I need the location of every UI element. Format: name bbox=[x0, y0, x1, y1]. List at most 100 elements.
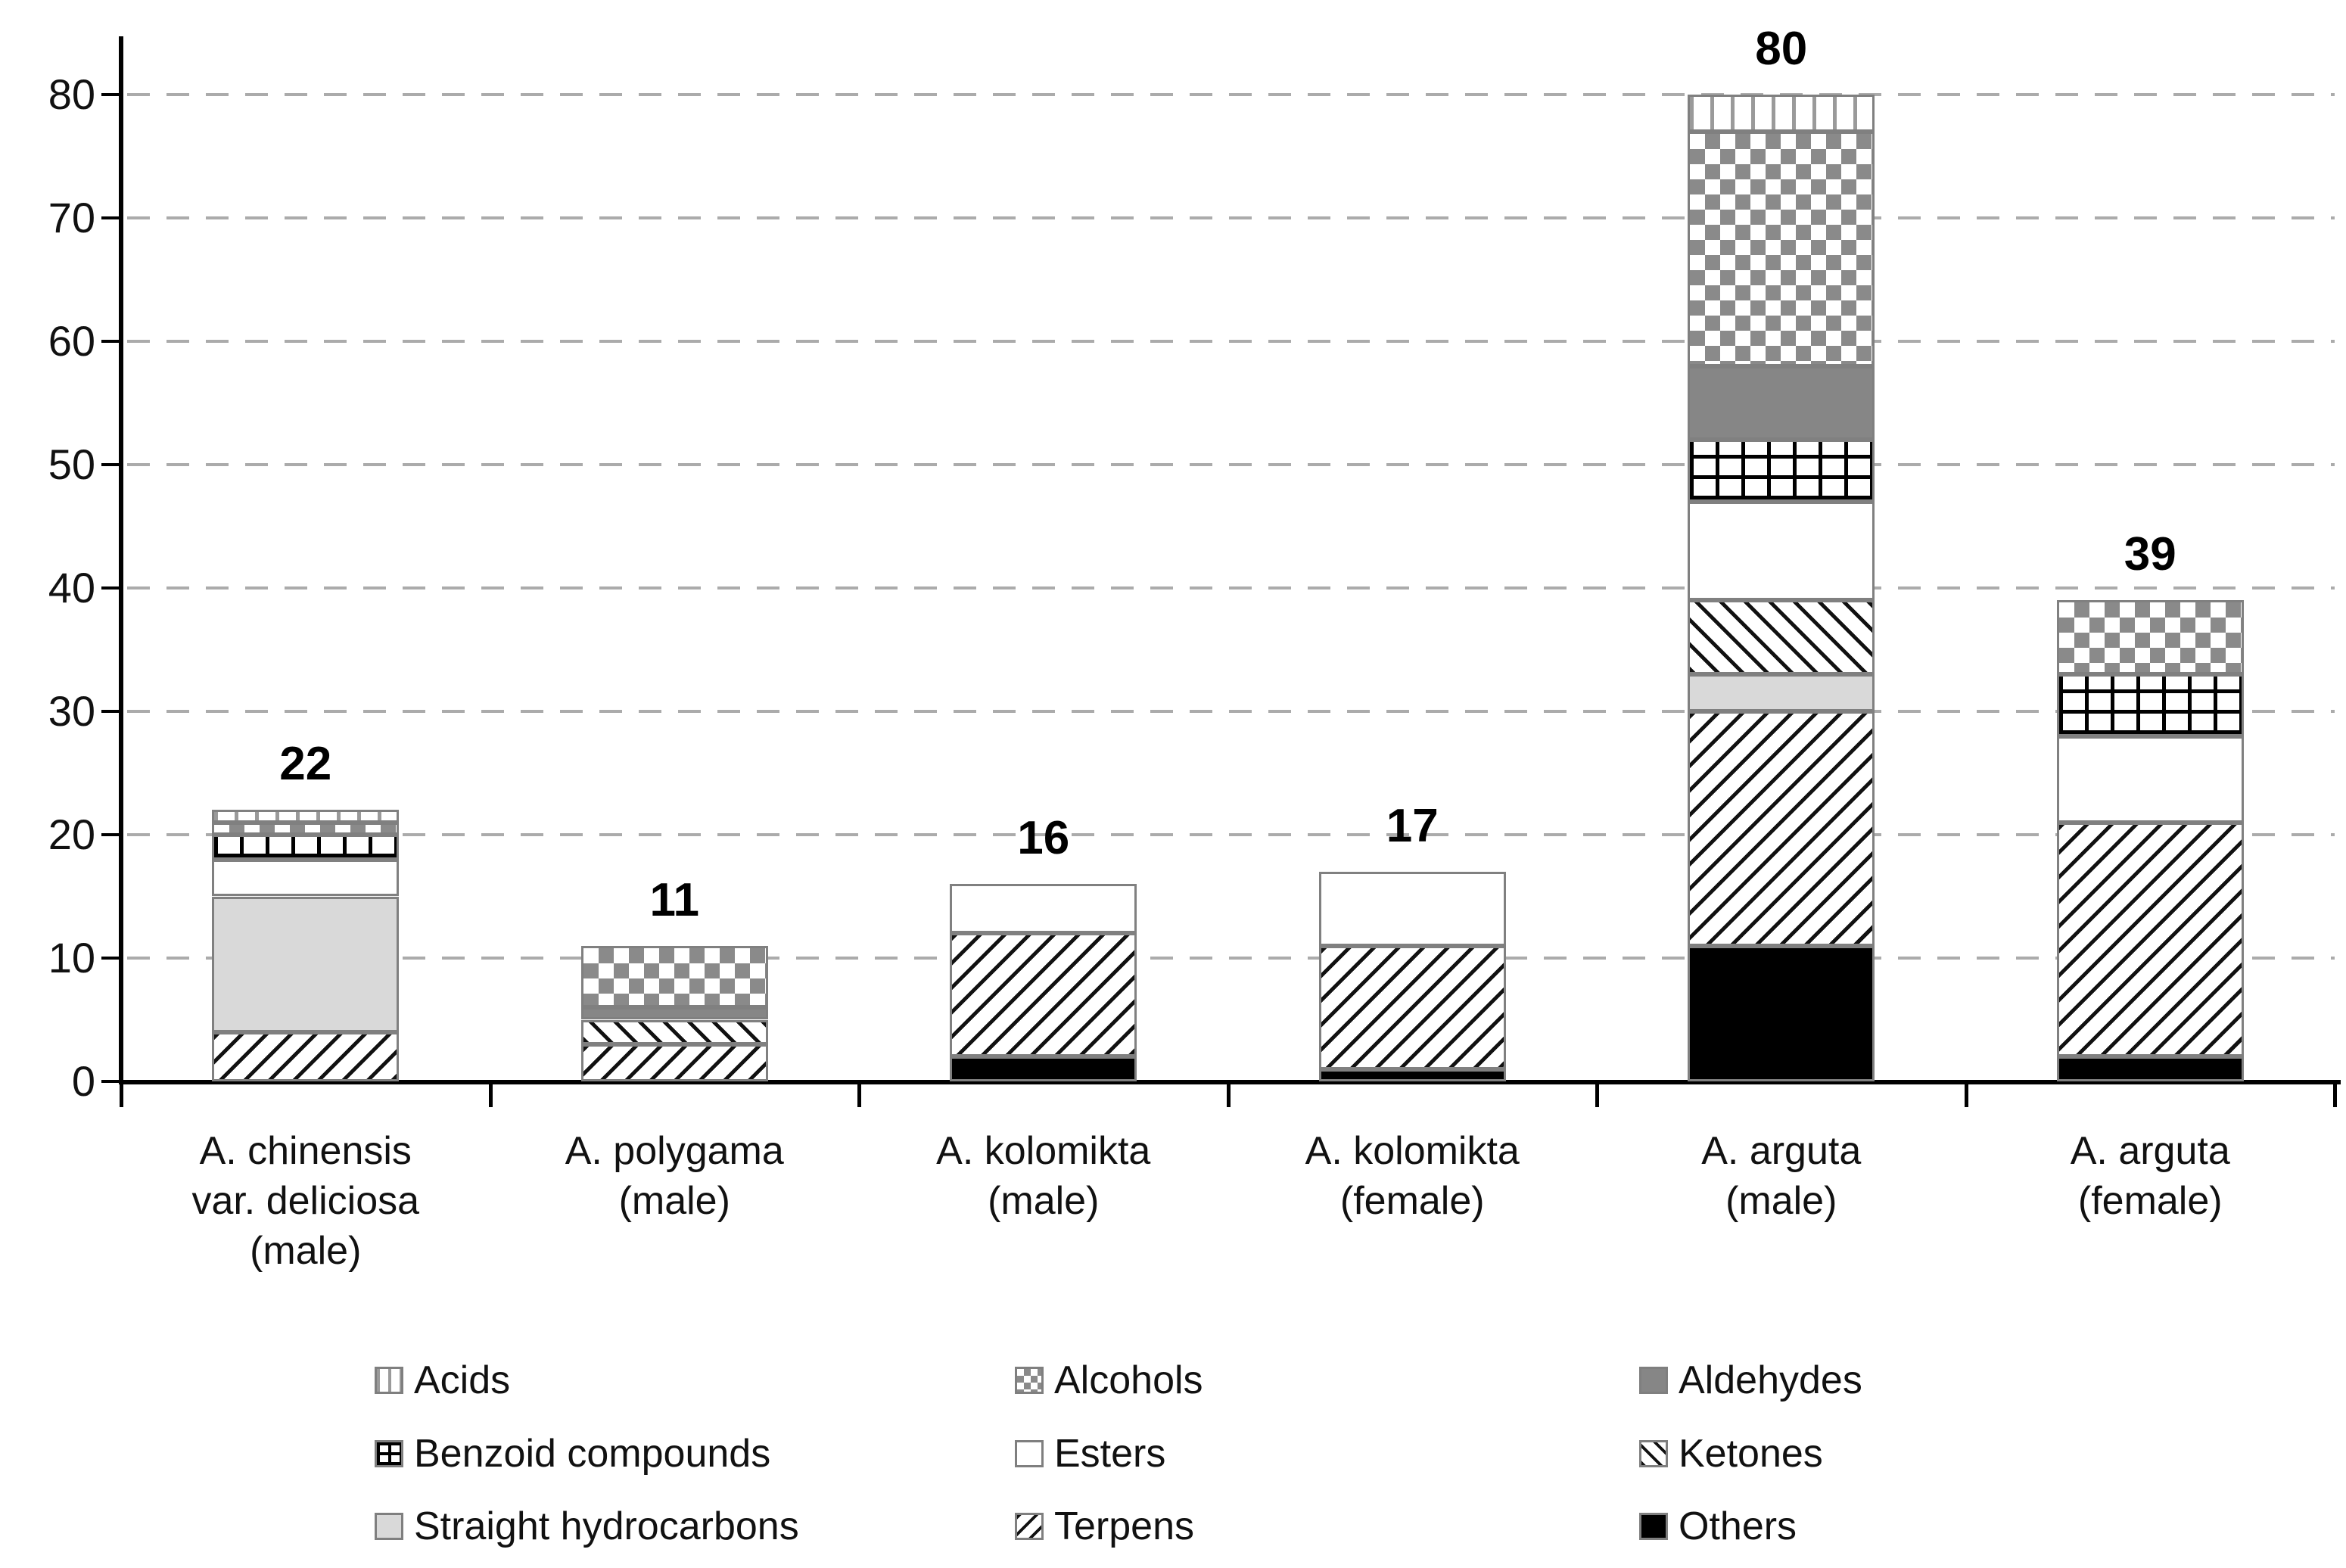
legend-item-aldehydes: Aldehydes bbox=[1639, 1357, 1862, 1404]
bar-segment-acids bbox=[212, 810, 400, 823]
bar-segment-ketones bbox=[1688, 600, 1875, 675]
y-axis-tick bbox=[101, 586, 121, 590]
bar-segment-terpens bbox=[212, 1031, 400, 1081]
bar-segment-benzoid bbox=[2056, 674, 2244, 736]
bar-segment-esters bbox=[212, 859, 400, 897]
bar-segment-aldehydes bbox=[580, 1007, 768, 1020]
bar-segment-others bbox=[950, 1056, 1137, 1081]
bar-segment-esters bbox=[1318, 871, 1506, 946]
gridline-50 bbox=[127, 463, 2335, 466]
bar-segment-benzoid bbox=[212, 835, 400, 860]
category-label: A. kolomikta (male) bbox=[936, 1129, 1151, 1223]
legend-label: Straight hydrocarbons bbox=[414, 1504, 799, 1548]
gridline-30 bbox=[127, 710, 2335, 713]
legend-item-terpens: Terpens bbox=[1015, 1503, 1194, 1550]
x-axis-tick bbox=[2333, 1081, 2337, 1107]
legend-item-straight: Straight hydrocarbons bbox=[375, 1503, 799, 1550]
y-axis-tick bbox=[101, 1080, 121, 1083]
bar-total-label: 39 bbox=[2124, 528, 2176, 581]
legend-swatch-others-icon bbox=[1639, 1513, 1668, 1540]
category-label: A. polygama (male) bbox=[565, 1129, 784, 1223]
bar-segment-esters bbox=[1688, 501, 1875, 601]
legend-item-alcohols: Alcohols bbox=[1015, 1357, 1203, 1404]
gridline-10 bbox=[127, 957, 2335, 960]
y-axis-tick bbox=[101, 710, 121, 713]
category-label: A. chinensis var. deliciosa (male) bbox=[191, 1129, 420, 1273]
legend-label: Ketones bbox=[1679, 1432, 1823, 1476]
y-axis-tick bbox=[101, 340, 121, 343]
y-axis-tick bbox=[101, 216, 121, 219]
legend-label: Others bbox=[1679, 1504, 1797, 1548]
category-label: A. kolomikta (female) bbox=[1305, 1129, 1520, 1223]
bar-total-label: 16 bbox=[1017, 812, 1070, 865]
gridline-80 bbox=[127, 93, 2335, 96]
bar-segment-esters bbox=[950, 884, 1137, 934]
bar-segment-others bbox=[2056, 1056, 2244, 1081]
bar-segment-alcohols bbox=[580, 945, 768, 1008]
legend-label: Aldehydes bbox=[1679, 1358, 1862, 1402]
bar-segment-esters bbox=[2056, 736, 2244, 823]
bar-segment-terpens bbox=[2056, 822, 2244, 1057]
bar-segment-terpens bbox=[1318, 945, 1506, 1069]
bar-segment-terpens bbox=[580, 1044, 768, 1081]
y-axis-tick bbox=[101, 957, 121, 960]
x-axis-tick bbox=[1595, 1081, 1599, 1107]
y-axis-tick bbox=[101, 833, 121, 836]
x-axis-tick bbox=[488, 1081, 493, 1107]
y-axis-tick bbox=[101, 463, 121, 466]
y-axis-tick-label: 80 bbox=[48, 70, 95, 118]
bar-segment-benzoid bbox=[1688, 440, 1875, 502]
legend-swatch-terpens-icon bbox=[1015, 1513, 1044, 1540]
x-axis-tick bbox=[120, 1081, 123, 1107]
legend-swatch-straight-icon bbox=[375, 1513, 403, 1540]
category-label: A. arguta (male) bbox=[1701, 1129, 1862, 1223]
legend-label: Benzoid compounds bbox=[414, 1432, 771, 1476]
bar-segment-others bbox=[1318, 1069, 1506, 1081]
gridline-40 bbox=[127, 586, 2335, 590]
gridline-70 bbox=[127, 216, 2335, 219]
y-axis-tick-label: 20 bbox=[48, 810, 95, 858]
y-axis-line bbox=[119, 36, 123, 1084]
bar-segment-aldehydes bbox=[1688, 366, 1875, 440]
gridline-20 bbox=[127, 833, 2335, 836]
y-axis-tick-label: 70 bbox=[48, 194, 95, 241]
bar-total-label: 22 bbox=[279, 738, 332, 791]
legend-swatch-aldehydes-icon bbox=[1639, 1367, 1668, 1394]
legend-item-ketones: Ketones bbox=[1639, 1430, 1823, 1477]
x-axis-tick bbox=[1964, 1081, 1968, 1107]
bar-segment-alcohols bbox=[212, 822, 400, 835]
legend-swatch-alcohols-icon bbox=[1015, 1367, 1044, 1394]
bar-total-label: 11 bbox=[649, 873, 700, 926]
y-axis-tick-label: 40 bbox=[48, 564, 95, 611]
y-axis-tick-label: 60 bbox=[48, 317, 95, 365]
y-axis-tick-label: 50 bbox=[48, 440, 95, 488]
y-axis-tick-label: 10 bbox=[48, 934, 95, 982]
bar-segment-alcohols bbox=[2056, 600, 2244, 675]
legend-item-esters: Esters bbox=[1015, 1430, 1165, 1477]
legend-label: Acids bbox=[414, 1358, 511, 1402]
legend-label: Alcohols bbox=[1054, 1358, 1203, 1402]
y-axis-tick-label: 0 bbox=[71, 1057, 95, 1105]
bar-segment-straight bbox=[212, 896, 400, 1032]
bar-total-label: 17 bbox=[1386, 799, 1439, 852]
legend-swatch-esters-icon bbox=[1015, 1440, 1044, 1467]
legend-item-benzoid: Benzoid compounds bbox=[375, 1430, 770, 1477]
x-axis-tick bbox=[857, 1081, 861, 1107]
legend-label: Terpens bbox=[1054, 1504, 1194, 1548]
legend-swatch-ketones-icon bbox=[1639, 1440, 1668, 1467]
legend-label: Esters bbox=[1054, 1432, 1166, 1476]
bar-total-label: 80 bbox=[1755, 23, 1808, 75]
legend-item-acids: Acids bbox=[375, 1357, 510, 1404]
bar-segment-alcohols bbox=[1688, 131, 1875, 366]
bar-segment-others bbox=[1688, 945, 1875, 1081]
category-label: A. arguta (female) bbox=[2070, 1129, 2230, 1223]
gridline-60 bbox=[127, 340, 2335, 343]
bar-segment-terpens bbox=[950, 933, 1137, 1057]
y-axis-tick-label: 30 bbox=[48, 687, 95, 735]
bar-segment-ketones bbox=[580, 1019, 768, 1045]
bar-segment-terpens bbox=[1688, 711, 1875, 946]
bar-segment-acids bbox=[1688, 95, 1875, 132]
x-axis-tick bbox=[1226, 1081, 1231, 1107]
legend-swatch-benzoid-icon bbox=[375, 1440, 403, 1467]
